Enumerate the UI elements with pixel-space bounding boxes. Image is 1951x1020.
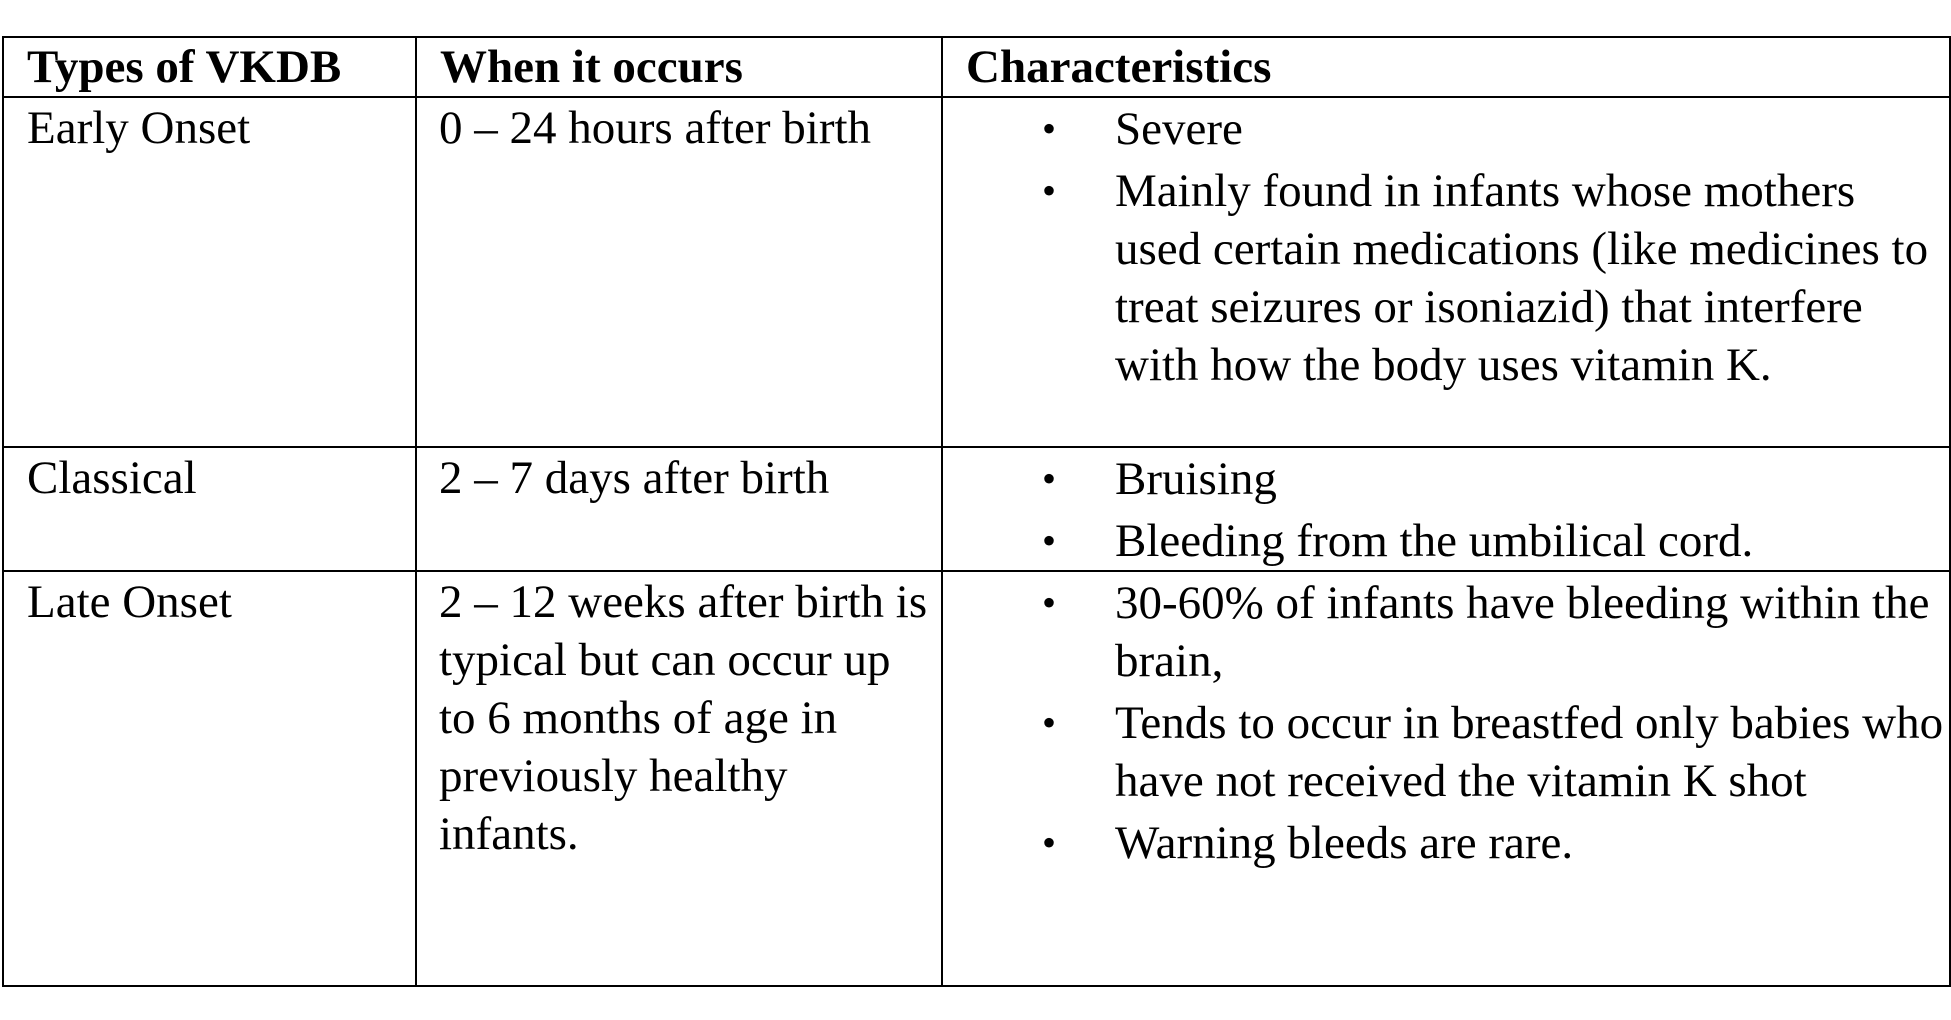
header-characteristics: Characteristics xyxy=(941,36,1951,98)
header-types-of-vkdb: Types of VKDB xyxy=(2,36,417,98)
when-occurs-cell: 2 – 7 days after birth xyxy=(415,446,943,572)
list-item: • Tends to occur in breastfed only babie… xyxy=(943,694,1949,810)
when-occurs-cell: 2 – 12 weeks after birth is typical but … xyxy=(415,570,943,987)
list-item: • Bleeding from the umbilical cord. xyxy=(943,512,1949,570)
bullet-icon: • xyxy=(1042,518,1057,563)
bullet-icon: • xyxy=(1042,700,1057,745)
header-when-it-occurs: When it occurs xyxy=(415,36,943,98)
characteristics-cell: • Severe • Mainly found in infants whose… xyxy=(941,96,1951,448)
vkdb-types-table: Types of VKDB When it occurs Characteris… xyxy=(2,36,1951,987)
characteristic-text: Bruising xyxy=(1115,453,1277,505)
characteristic-text: Bleeding from the umbilical cord. xyxy=(1115,515,1754,567)
vkdb-type-cell: Late Onset xyxy=(2,570,417,987)
characteristic-text: Severe xyxy=(1115,103,1243,155)
characteristics-list: • 30-60% of infants have bleeding within… xyxy=(943,574,1949,872)
vkdb-type-cell: Classical xyxy=(2,446,417,572)
characteristic-text: Mainly found in infants whose mothers us… xyxy=(1115,165,1929,391)
bullet-icon: • xyxy=(1042,580,1057,625)
characteristic-text: 30-60% of infants have bleeding within t… xyxy=(1115,577,1930,687)
characteristic-text: Warning bleeds are rare. xyxy=(1115,817,1574,869)
list-item: • Bruising xyxy=(943,450,1949,508)
table-row: Early Onset 0 – 24 hours after birth • S… xyxy=(2,96,1951,448)
bullet-icon: • xyxy=(1042,456,1057,501)
vkdb-type-cell: Early Onset xyxy=(2,96,417,448)
characteristics-list: • Severe • Mainly found in infants whose… xyxy=(943,100,1949,394)
when-occurs-cell: 0 – 24 hours after birth xyxy=(415,96,943,448)
list-item: • Warning bleeds are rare. xyxy=(943,814,1949,872)
bullet-icon: • xyxy=(1042,106,1057,151)
characteristics-cell: • 30-60% of infants have bleeding within… xyxy=(941,570,1951,987)
list-item: • Severe xyxy=(943,100,1949,158)
list-item: • 30-60% of infants have bleeding within… xyxy=(943,574,1949,690)
table-header-row: Types of VKDB When it occurs Characteris… xyxy=(2,36,1951,98)
bullet-icon: • xyxy=(1042,820,1057,865)
bullet-icon: • xyxy=(1042,168,1057,213)
table-row: Late Onset 2 – 12 weeks after birth is t… xyxy=(2,570,1951,987)
characteristic-text: Tends to occur in breastfed only babies … xyxy=(1115,697,1944,807)
table-row: Classical 2 – 7 days after birth • Bruis… xyxy=(2,446,1951,572)
characteristics-cell: • Bruising • Bleeding from the umbilical… xyxy=(941,446,1951,572)
characteristics-list: • Bruising • Bleeding from the umbilical… xyxy=(943,450,1949,570)
list-item: • Mainly found in infants whose mothers … xyxy=(943,162,1949,394)
